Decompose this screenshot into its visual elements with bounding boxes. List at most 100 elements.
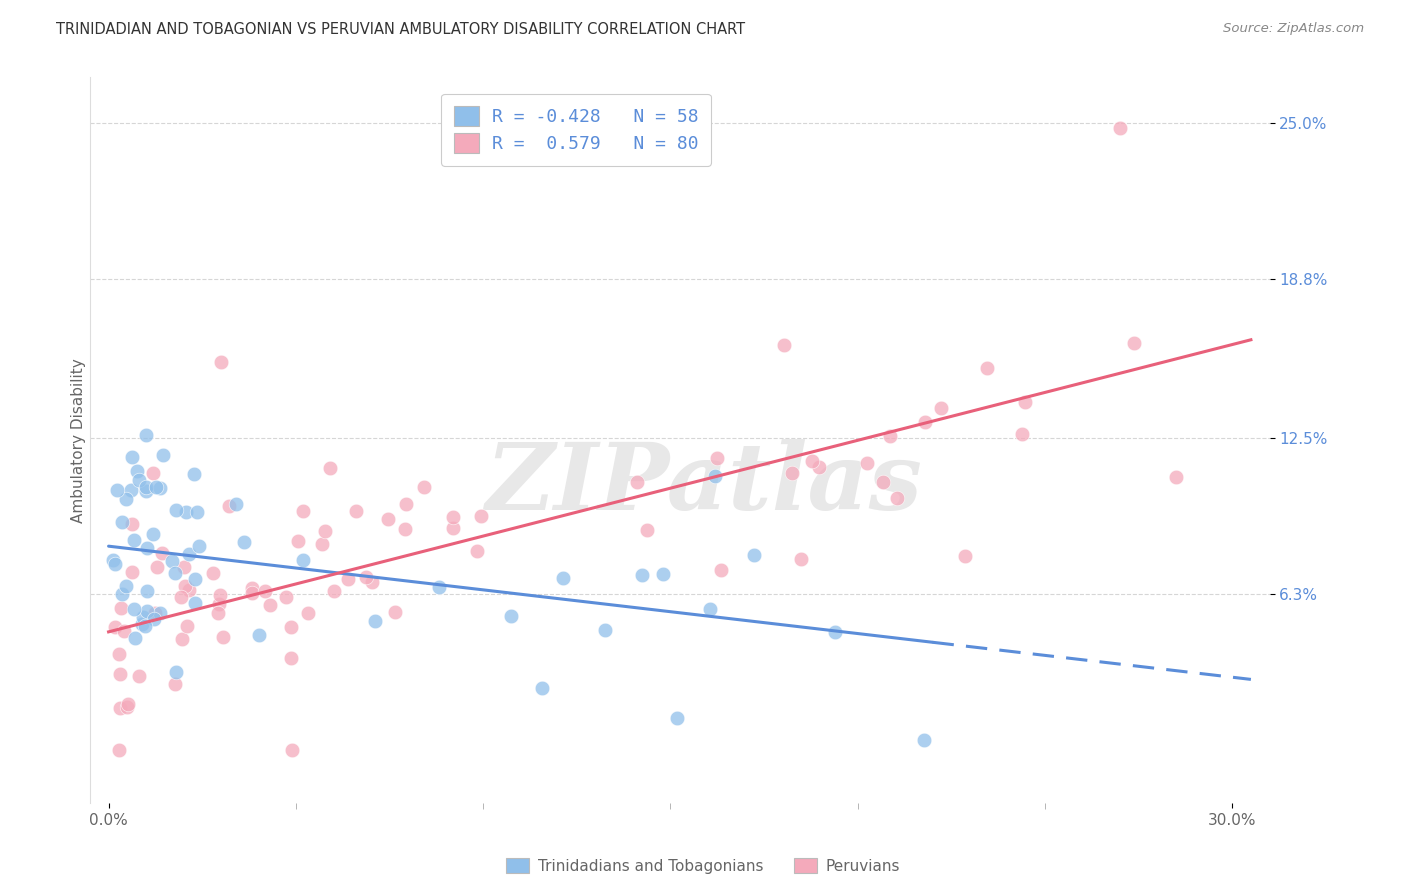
Point [318,461,340,475]
Point [240,586,263,600]
Point [218,499,240,513]
Point [636,523,658,537]
Point [115,699,138,714]
Point [186,505,208,519]
Point [914,415,936,429]
Point [145,479,167,493]
Point [149,481,172,495]
Point [122,533,145,548]
Point [1108,120,1130,135]
Point [872,475,894,490]
Point [115,579,138,593]
Point [134,619,156,633]
Point [115,491,138,506]
Point [808,460,831,475]
Point [128,669,150,683]
Point [912,733,935,747]
Point [208,597,231,611]
Point [1014,394,1036,409]
Point [856,456,879,470]
Point [112,624,135,639]
Point [253,584,276,599]
Point [209,355,232,369]
Point [344,504,367,518]
Point [121,450,143,464]
Point [337,572,360,586]
Point [879,429,901,443]
Point [152,449,174,463]
Point [704,468,727,483]
Point [742,549,765,563]
Point [706,451,728,466]
Text: Source: ZipAtlas.com: Source: ZipAtlas.com [1223,22,1364,36]
Point [291,504,314,518]
Point [209,588,232,602]
Point [311,537,333,551]
Point [1122,335,1144,350]
Point [128,473,150,487]
Point [665,711,688,725]
Point [149,606,172,620]
Point [886,491,908,505]
Point [501,609,523,624]
Point [651,566,673,581]
Point [165,677,187,691]
Point [413,480,436,494]
Point [121,565,143,579]
Point [207,607,229,621]
Point [163,566,186,580]
Point [427,581,450,595]
Point [184,572,207,586]
Point [135,604,157,618]
Point [170,590,193,604]
Point [225,497,247,511]
Point [976,361,998,376]
Point [108,701,131,715]
Point [183,467,205,481]
Point [160,554,183,568]
Point [1011,427,1033,442]
Point [124,632,146,646]
Point [292,552,315,566]
Point [170,632,193,646]
Point [441,510,464,524]
Point [384,605,406,619]
Point [105,483,128,497]
Point [354,569,377,583]
Point [553,571,575,585]
Point [465,543,488,558]
Point [233,534,256,549]
Point [135,480,157,494]
Point [394,522,416,536]
Point [1164,470,1187,484]
Point [314,524,336,538]
Point [135,584,157,599]
Point [297,606,319,620]
Point [104,558,127,572]
Point [955,549,977,563]
Point [110,587,132,601]
Y-axis label: Ambulatory Disability: Ambulatory Disability [72,358,86,523]
Point [152,546,174,560]
Point [470,508,492,523]
Point [631,568,654,582]
Point [176,618,198,632]
Text: ZIPatlas: ZIPatlas [485,439,922,529]
Point [240,582,263,596]
Point [177,583,200,598]
Point [201,566,224,580]
Point [110,600,132,615]
Point [142,466,165,480]
Point [124,602,146,616]
Point [111,515,134,529]
Point [780,466,803,480]
Point [259,598,281,612]
Point [395,497,418,511]
Point [104,620,127,634]
Point [121,517,143,532]
Point [135,428,157,442]
Point [274,590,297,604]
Point [441,521,464,535]
Point [187,539,209,553]
Point [177,547,200,561]
